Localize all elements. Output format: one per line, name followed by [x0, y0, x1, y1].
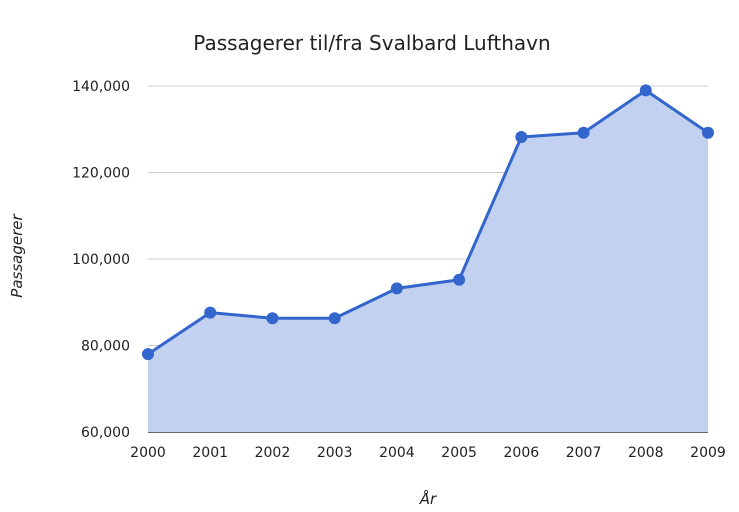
x-tick-label: 2001	[192, 445, 228, 461]
x-tick-label: 2005	[441, 445, 477, 461]
points-layer	[142, 84, 714, 361]
data-point-2007[interactable]	[577, 126, 590, 139]
x-tick-label: 2002	[255, 445, 291, 461]
data-point-2000[interactable]	[142, 348, 154, 361]
x-tick-label: 2006	[504, 445, 540, 461]
data-point-2005[interactable]	[453, 273, 466, 286]
y-tick-label: 100,000	[72, 252, 130, 268]
chart-title: Passagerer til/fra Svalbard Lufthavn	[193, 31, 550, 55]
x-tick-label: 2007	[566, 445, 602, 461]
data-point-2006[interactable]	[515, 131, 528, 144]
y-tick-label: 120,000	[72, 166, 130, 182]
x-tick-label: 2000	[130, 445, 166, 461]
x-axis-ticks: 2000 2001 2002 2003 2004 2005 2006 2007 2008 2009	[130, 445, 726, 461]
x-axis-title: År	[419, 489, 437, 508]
x-tick-label: 2003	[317, 445, 353, 461]
y-tick-label: 60,000	[81, 425, 130, 441]
data-point-2008[interactable]	[639, 84, 652, 97]
y-axis-ticks: 60,000 80,000 100,000 120,000 140,000	[72, 79, 130, 441]
x-tick-label: 2004	[379, 445, 415, 461]
data-point-2001[interactable]	[204, 306, 217, 319]
series-line	[147, 88, 709, 356]
data-point-2002[interactable]	[266, 312, 279, 325]
data-point-2003[interactable]	[328, 312, 341, 325]
line-layer	[147, 88, 709, 356]
y-tick-label: 140,000	[72, 79, 130, 95]
x-tick-label: 2008	[628, 445, 664, 461]
data-point-2009[interactable]	[702, 126, 714, 139]
area-fill	[148, 90, 708, 432]
data-point-2004[interactable]	[390, 282, 403, 295]
x-tick-label: 2009	[690, 445, 726, 461]
y-tick-label: 80,000	[81, 339, 130, 355]
y-axis-title: Passagerer	[8, 213, 26, 297]
area-layer	[148, 90, 708, 432]
